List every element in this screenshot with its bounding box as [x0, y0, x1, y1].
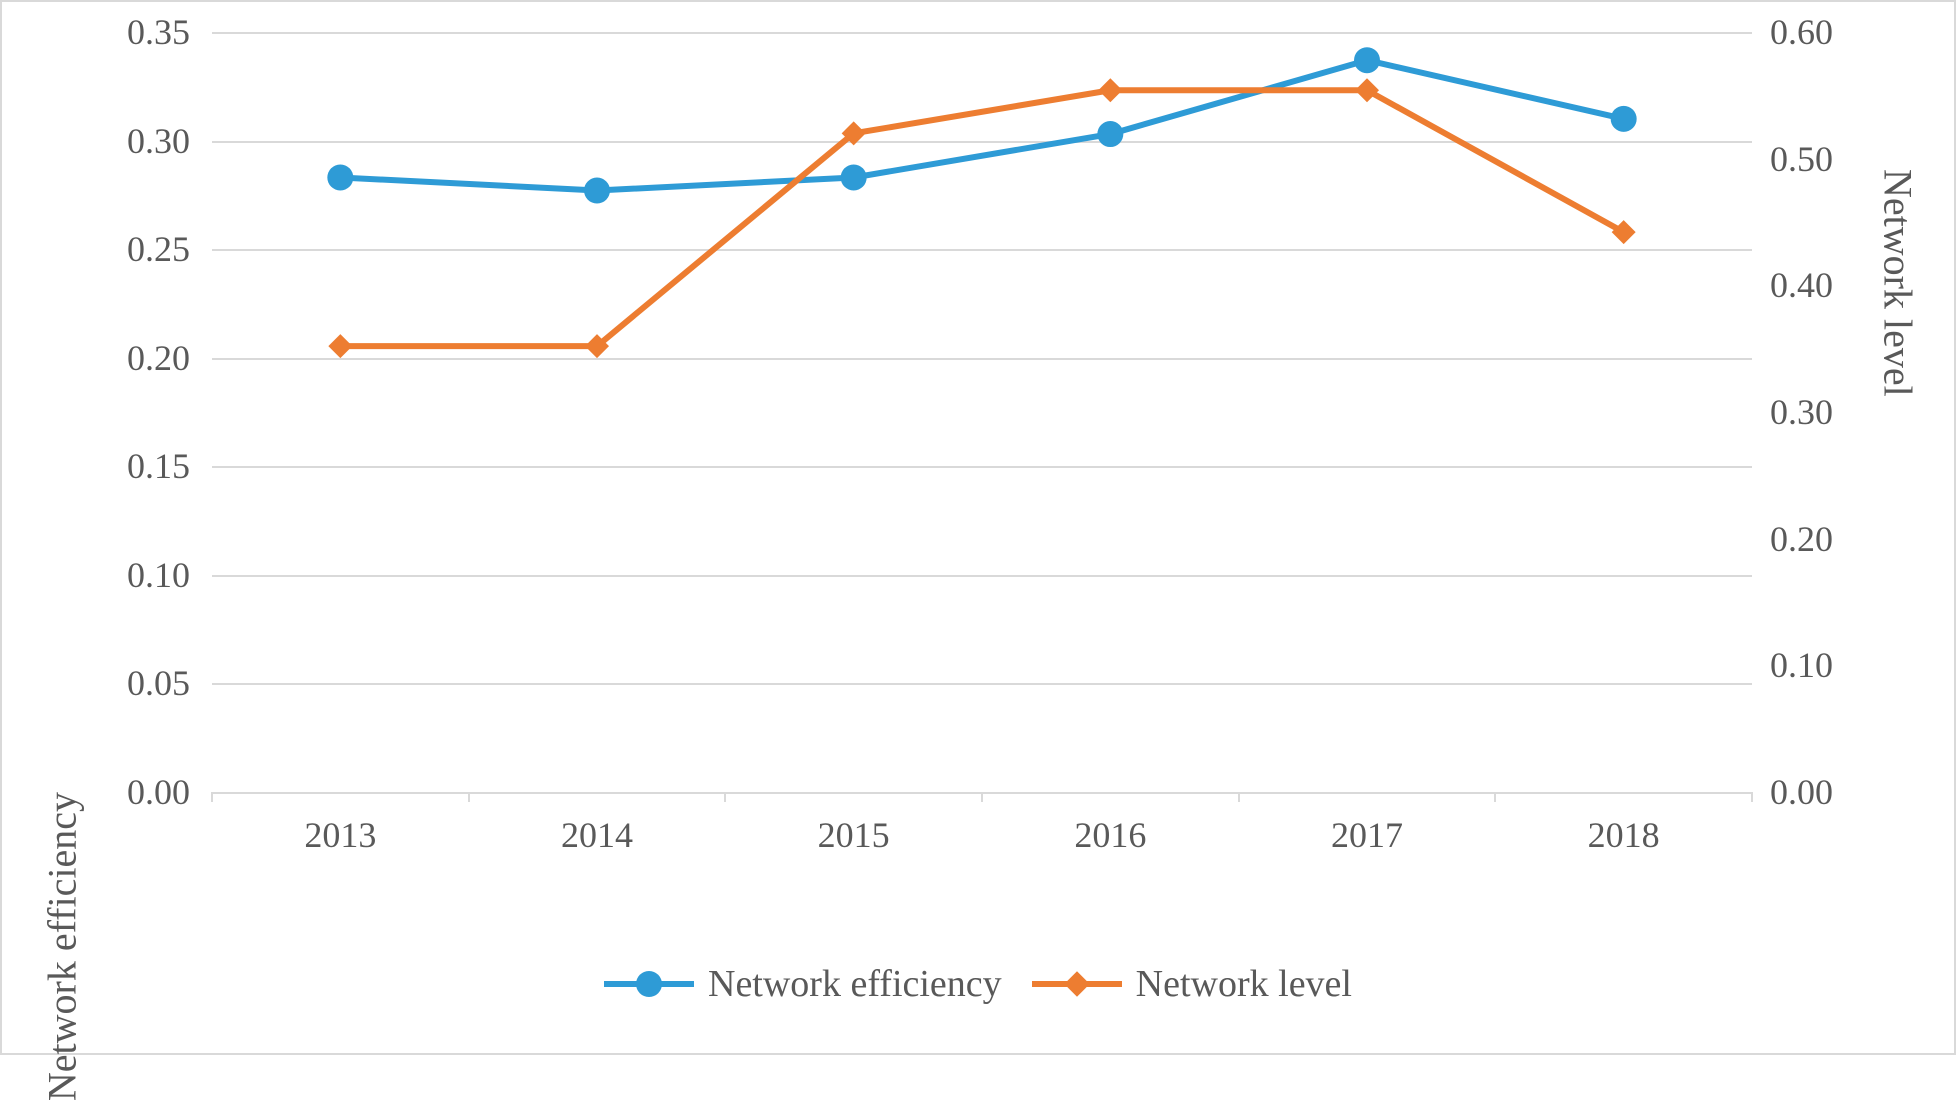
legend-item: Network level: [1032, 962, 1352, 1006]
plot-area: [212, 32, 1752, 794]
series-marker-circle: [1354, 47, 1380, 73]
legend: Network efficiency Network level: [2, 962, 1954, 1006]
x-tick-mark: [1494, 792, 1496, 802]
y-right-axis-title: Network level: [1875, 169, 1922, 397]
x-tick-label: 2016: [1074, 814, 1146, 856]
y-right-tick-label: 0.40: [1770, 264, 1833, 306]
x-tick-mark: [468, 792, 470, 802]
x-tick-mark: [724, 792, 726, 802]
legend-swatch: [604, 972, 694, 996]
y-left-tick-label: 0.15: [127, 445, 190, 487]
x-tick-mark: [1238, 792, 1240, 802]
series-marker-circle: [841, 164, 867, 190]
x-tick-label: 2014: [561, 814, 633, 856]
legend-label: Network efficiency: [708, 962, 1002, 1006]
x-tick-label: 2013: [304, 814, 376, 856]
y-left-tick-label: 0.30: [127, 120, 190, 162]
x-tick-label: 2018: [1588, 814, 1660, 856]
x-tick-label: 2017: [1331, 814, 1403, 856]
y-left-tick-label: 0.20: [127, 337, 190, 379]
x-tick-mark: [981, 792, 983, 802]
y-right-tick-label: 0.20: [1770, 518, 1833, 560]
y-right-tick-label: 0.10: [1770, 644, 1833, 686]
series-marker-circle: [1097, 121, 1123, 147]
y-left-tick-label: 0.10: [127, 554, 190, 596]
series-marker-circle: [584, 178, 610, 204]
series-marker-circle: [1611, 106, 1637, 132]
chart-container: 0.00 0.05 0.10 0.15 0.20 0.25 0.30 0.35 0.00 0.1…: [0, 0, 1956, 1055]
legend-item: Network efficiency: [604, 962, 1002, 1006]
legend-marker-circle-icon: [636, 971, 662, 997]
series-marker-diamond: [1612, 220, 1636, 244]
y-left-tick-label: 0.00: [127, 771, 190, 813]
legend-marker-diamond-icon: [1064, 971, 1089, 996]
y-right-tick-label: 0.60: [1770, 11, 1833, 53]
x-tick-label: 2015: [818, 814, 890, 856]
series-line: [340, 90, 1623, 346]
series-marker-diamond: [1098, 78, 1122, 102]
series-marker-diamond: [1355, 78, 1379, 102]
y-left-tick-label: 0.05: [127, 662, 190, 704]
y-left-tick-label: 0.35: [127, 11, 190, 53]
y-right-tick-label: 0.50: [1770, 138, 1833, 180]
series-marker-diamond: [328, 334, 352, 358]
x-tick-mark: [1751, 792, 1753, 802]
x-tick-mark: [211, 792, 213, 802]
series-layer: [212, 32, 1752, 792]
y-left-tick-label: 0.25: [127, 228, 190, 270]
y-right-tick-label: 0.00: [1770, 771, 1833, 813]
y-right-tick-label: 0.30: [1770, 391, 1833, 433]
series-marker-circle: [327, 164, 353, 190]
legend-swatch: [1032, 972, 1122, 996]
legend-label: Network level: [1136, 962, 1352, 1006]
